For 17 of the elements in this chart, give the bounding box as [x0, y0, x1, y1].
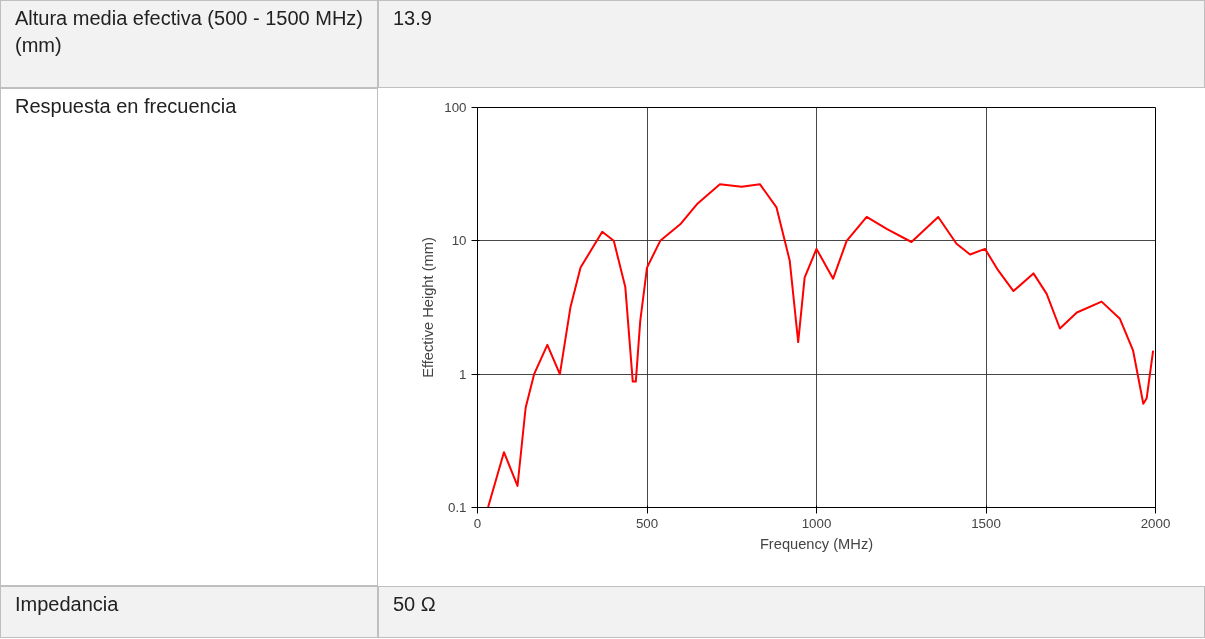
text: Respuesta en frecuencia	[15, 94, 237, 119]
x-tick-label: 1500	[971, 515, 1001, 531]
x-axis-title: Frequency (MHz)	[759, 535, 874, 552]
y-tick-label: 0.1	[447, 500, 467, 515]
text: Impedancia	[15, 592, 119, 617]
text: 13.9	[393, 6, 432, 31]
y-tick-label: 100	[444, 100, 467, 115]
line-series	[487, 183, 1155, 508]
x-tick-label: 500	[635, 515, 659, 531]
y-axis-title: Effective Height (mm)	[420, 237, 437, 378]
text: 50 Ω	[393, 592, 436, 617]
x-tick-label: 1000	[801, 515, 832, 531]
x-tick-label: 0	[473, 515, 482, 531]
x-tick-label: 2000	[1140, 515, 1171, 531]
y-tick-label: 1	[459, 366, 467, 382]
text: Altura media efectiva (500 - 1500 MHz) (mm)	[15, 6, 363, 58]
y-tick-label: 10	[451, 233, 467, 249]
